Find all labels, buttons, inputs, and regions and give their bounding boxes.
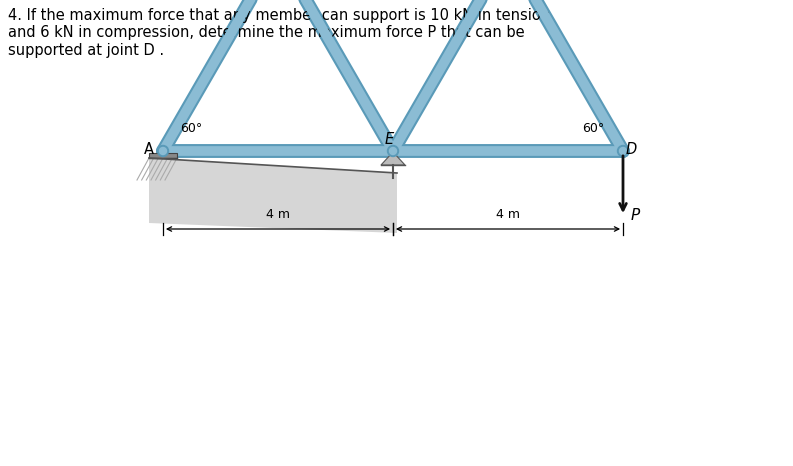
- Text: A: A: [144, 142, 154, 157]
- Polygon shape: [381, 152, 405, 165]
- Text: 4 m: 4 m: [496, 208, 520, 221]
- Text: 60°: 60°: [180, 123, 202, 136]
- Polygon shape: [149, 158, 397, 233]
- Text: D: D: [626, 142, 637, 157]
- Text: 4 m: 4 m: [266, 208, 290, 221]
- Circle shape: [618, 145, 629, 157]
- Text: P: P: [631, 208, 640, 224]
- Circle shape: [388, 145, 399, 157]
- Text: 4. If the maximum force that any member can support is 10 kN in tension
and 6 kN: 4. If the maximum force that any member …: [8, 8, 550, 58]
- Circle shape: [159, 148, 167, 155]
- Circle shape: [158, 145, 168, 157]
- Text: 60°: 60°: [582, 123, 604, 136]
- Circle shape: [389, 148, 396, 155]
- Circle shape: [619, 148, 626, 155]
- Bar: [149, 153, 177, 158]
- Text: E: E: [385, 131, 393, 146]
